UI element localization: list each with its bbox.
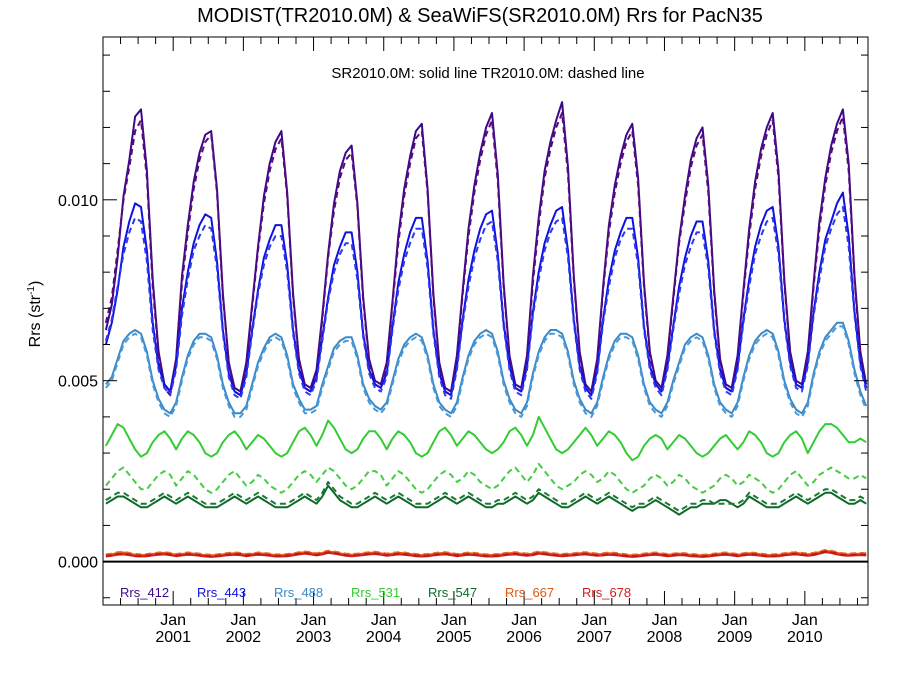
x-tick-label-year: 2010 bbox=[787, 629, 823, 646]
series-line-rrs-531-solid bbox=[105, 415, 867, 462]
x-tick-label-month: Jan bbox=[371, 612, 397, 629]
plot-frame bbox=[102, 36, 869, 606]
x-tick-label-year: 2007 bbox=[576, 629, 612, 646]
x-tick-label-year: 2009 bbox=[717, 629, 753, 646]
x-tick-label-month: Jan bbox=[160, 612, 186, 629]
y-tick-label: 0.005 bbox=[58, 374, 98, 391]
y-axis-label-sup: -1 bbox=[26, 286, 37, 295]
series-line-rrs-488-solid bbox=[105, 321, 868, 415]
x-tick-label-month: Jan bbox=[722, 612, 748, 629]
y-axis-label: Rrs (str-1) bbox=[26, 281, 44, 348]
legend-entry-rrs-678: Rrs_678 bbox=[582, 585, 631, 600]
y-axis-label-close: ) bbox=[27, 281, 44, 286]
series-line-rrs-443-dashed bbox=[104, 206, 868, 400]
y-tick-label: 0.010 bbox=[58, 193, 98, 210]
legend-entry-rrs-488: Rrs_488 bbox=[274, 585, 323, 600]
x-tick-label-month: Jan bbox=[301, 612, 327, 629]
legend: Rrs_412 Rrs_443 Rrs_488 Rrs_531 Rrs_547 Rrs_6… bbox=[120, 585, 631, 600]
legend-entry-rrs-667: Rrs_667 bbox=[505, 585, 554, 600]
series-line-rrs-488-dashed bbox=[105, 325, 868, 418]
series-line-rrs-547-solid bbox=[105, 484, 867, 516]
x-tick-label-month: Jan bbox=[441, 612, 467, 629]
y-axis-label-main: Rrs (str bbox=[27, 294, 44, 347]
series-line-rrs-531-dashed bbox=[105, 462, 867, 494]
series-layer bbox=[104, 101, 868, 558]
x-tick-label-month: Jan bbox=[792, 612, 818, 629]
series-line-rrs-547-dashed bbox=[105, 481, 867, 512]
series-line-rrs-443-solid bbox=[104, 191, 868, 397]
legend-entry-rrs-443: Rrs_443 bbox=[197, 585, 246, 600]
legend-entry-rrs-547: Rrs_547 bbox=[428, 585, 477, 600]
chart-title: MODIST(TR2010.0M) & SeaWiFS(SR2010.0M) R… bbox=[197, 5, 763, 27]
chart-subtitle: SR2010.0M: solid line TR2010.0M: dashed … bbox=[331, 65, 644, 82]
x-tick-label-year: 2001 bbox=[155, 629, 191, 646]
x-tick-label-year: 2005 bbox=[436, 629, 472, 646]
series-line-rrs-667-dashed bbox=[105, 549, 867, 556]
series-line-rrs-678-dashed bbox=[105, 550, 867, 558]
legend-entry-rrs-412: Rrs_412 bbox=[120, 585, 169, 600]
x-tick-label-month: Jan bbox=[652, 612, 678, 629]
x-tick-label-year: 2006 bbox=[506, 629, 542, 646]
x-tick-label-month: Jan bbox=[581, 612, 607, 629]
y-tick-label: 0.000 bbox=[58, 555, 98, 572]
x-tick-label-year: 2003 bbox=[296, 629, 332, 646]
x-tick-label-month: Jan bbox=[230, 612, 256, 629]
axis-layer: 0.0000.0050.010Jan2001Jan2002Jan2003Jan2… bbox=[58, 37, 868, 646]
x-tick-label-year: 2002 bbox=[226, 629, 262, 646]
x-tick-label-year: 2004 bbox=[366, 629, 402, 646]
legend-entry-rrs-531: Rrs_531 bbox=[351, 585, 400, 600]
series-line-rrs-412-dashed bbox=[104, 112, 868, 397]
x-tick-label-month: Jan bbox=[511, 612, 537, 629]
x-tick-label-year: 2008 bbox=[647, 629, 683, 646]
